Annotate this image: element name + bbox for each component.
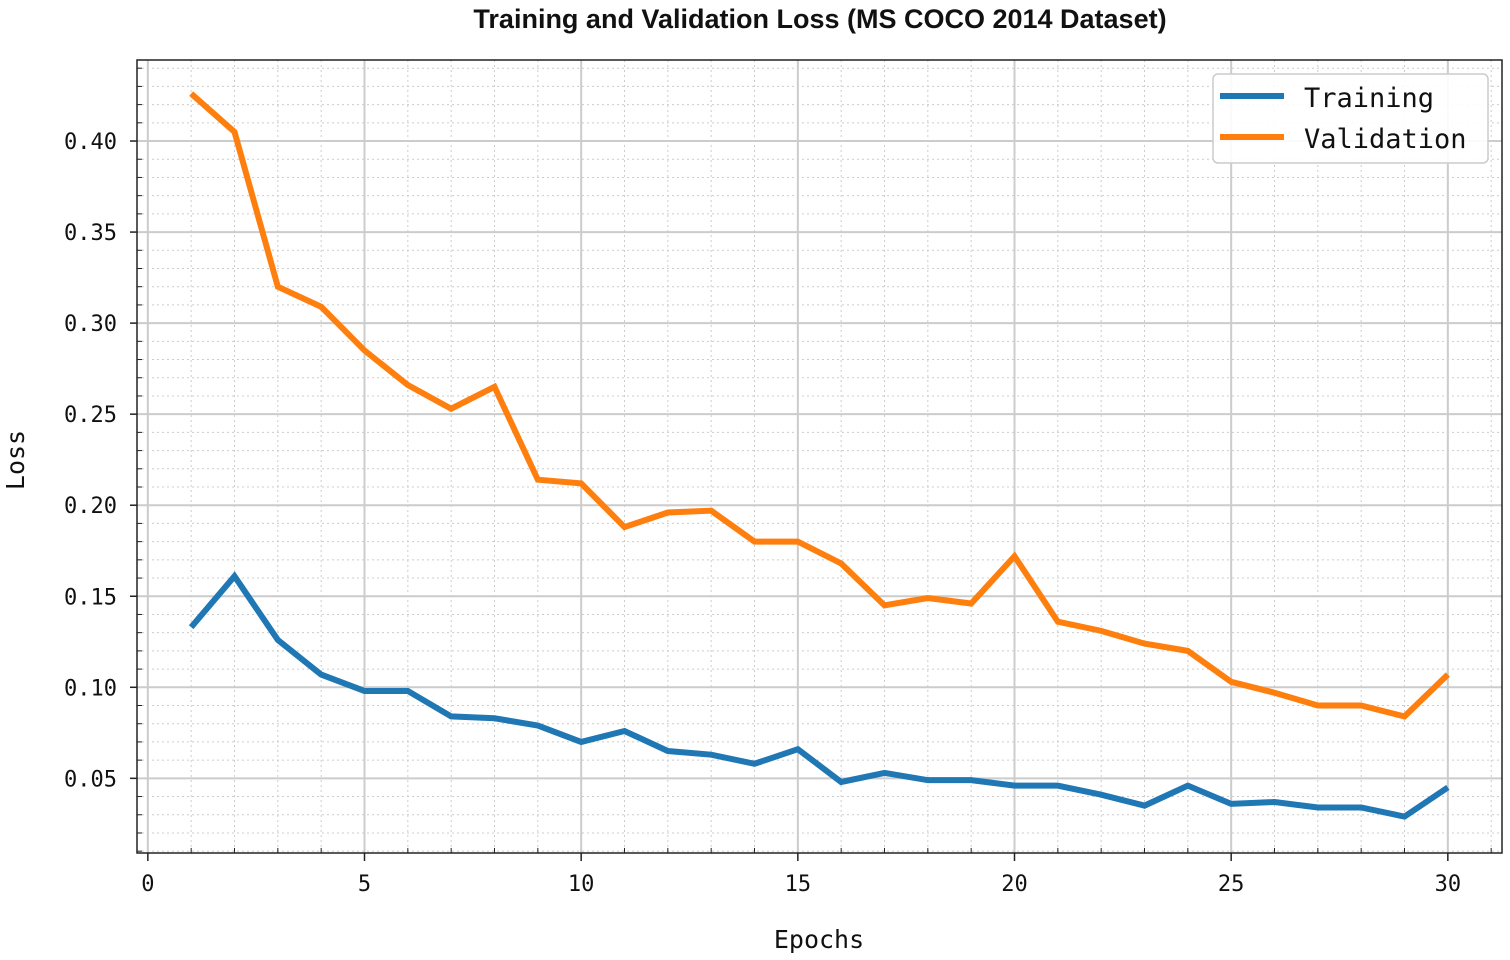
- x-tick-label: 15: [785, 872, 812, 897]
- x-tick-label: 10: [568, 872, 595, 897]
- y-axis-label: Loss: [1, 430, 30, 490]
- x-tick-label: 5: [358, 872, 371, 897]
- y-tick-label: 0.10: [64, 676, 117, 701]
- x-tick-label: 0: [141, 872, 154, 897]
- y-tick-label: 0.30: [64, 312, 117, 337]
- y-tick-label: 0.20: [64, 494, 117, 519]
- x-axis-label: Epochs: [774, 925, 864, 954]
- y-tick-label: 0.05: [64, 767, 117, 792]
- legend-label-training: Training: [1304, 83, 1434, 114]
- y-tick-label: 0.15: [64, 585, 117, 610]
- x-tick-label: 25: [1218, 872, 1245, 897]
- series-line-validation: [189, 91, 1450, 720]
- y-tick-label: 0.40: [64, 130, 117, 155]
- series-lines: [188, 91, 1450, 820]
- y-tick-label: 0.35: [64, 221, 117, 246]
- axis-ticks: 0 5 10 15 20 25 30 0.05 0.10 0.15 0.20 0.25 0.30 0.35…: [64, 67, 1492, 897]
- legend: Training Validation: [1212, 73, 1489, 164]
- plot-frame: [136, 59, 1503, 854]
- series-line-training: [188, 571, 1450, 820]
- legend-label-validation: Validation: [1304, 124, 1467, 155]
- x-tick-label: 20: [1001, 872, 1028, 897]
- x-tick-label: 30: [1435, 872, 1462, 897]
- y-tick-label: 0.25: [64, 403, 117, 428]
- chart-title: Training and Validation Loss (MS COCO 20…: [473, 4, 1166, 34]
- grid: [137, 60, 1502, 853]
